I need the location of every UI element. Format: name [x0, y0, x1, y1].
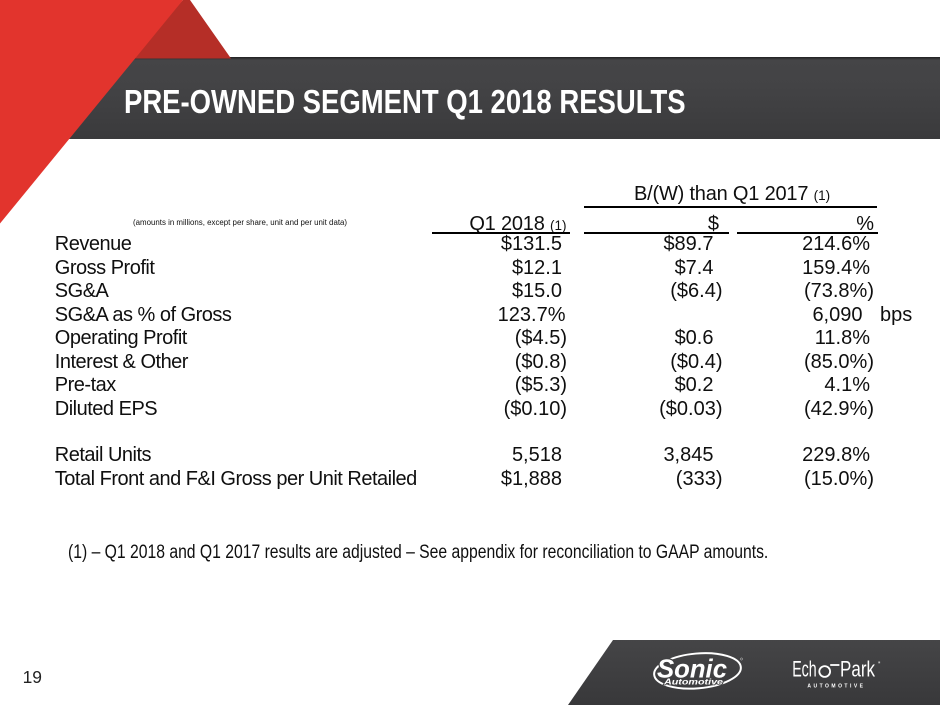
svg-text:Automotive: Automotive [663, 677, 724, 686]
svg-text:Ech: Ech [792, 657, 817, 682]
svg-text:Park: Park [840, 657, 876, 682]
svg-text:Sonic: Sonic [657, 654, 728, 684]
svg-text:AUTOMOTIVE: AUTOMOTIVE [807, 684, 863, 690]
